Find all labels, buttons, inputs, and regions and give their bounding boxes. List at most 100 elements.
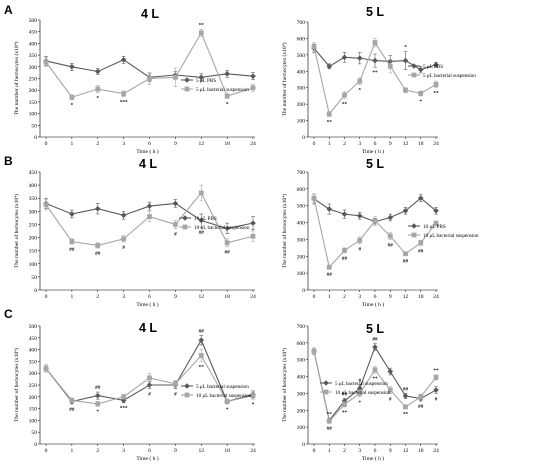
significance-mark: # xyxy=(435,396,438,402)
significance-mark: # xyxy=(174,231,177,237)
series-light xyxy=(311,193,439,270)
x-tick-label: 24 xyxy=(250,141,256,147)
y-tick-label: 200 xyxy=(29,88,38,94)
x-tick-label: 9 xyxy=(389,294,392,300)
x-axis-label: Time ( h ) xyxy=(362,148,384,155)
data-point xyxy=(94,392,101,399)
significance-mark: * xyxy=(96,96,99,102)
data-point xyxy=(69,64,75,70)
legend-swatch-marker xyxy=(411,223,417,229)
y-tick-label: 600 xyxy=(297,36,306,42)
x-tick-label: 18 xyxy=(418,141,424,147)
chart-title: 5 L xyxy=(366,5,384,19)
data-point xyxy=(198,217,205,224)
legend-label: 10 μL bacterial suspension xyxy=(423,233,479,239)
y-tick-label: 350 xyxy=(29,53,38,59)
y-tick-label: 300 xyxy=(29,371,38,377)
data-point xyxy=(94,205,101,212)
x-tick-label: 2 xyxy=(343,448,346,454)
y-tick-label: 400 xyxy=(297,375,306,381)
x-tick-label: 12 xyxy=(198,294,204,300)
y-tick-label: 100 xyxy=(297,271,306,277)
significance-mark: ## xyxy=(403,258,409,264)
x-tick-label: 18 xyxy=(224,294,230,300)
x-tick-label: 6 xyxy=(374,448,377,454)
data-point xyxy=(147,375,152,381)
y-axis-label: The number of hemocytes (x10⁴) xyxy=(281,348,288,422)
legend: 5 μL PBS 5 μL bacterial suspension xyxy=(181,77,249,93)
data-point xyxy=(342,92,347,98)
legend-label: 5 μL bacterial suspension xyxy=(423,73,476,79)
y-axis-label: The number of hemocytes (x10⁴) xyxy=(281,194,288,268)
x-tick-label: 1 xyxy=(70,141,73,147)
data-point xyxy=(94,68,101,75)
x-axis-label: Time ( h ) xyxy=(362,455,384,462)
data-point xyxy=(357,78,363,84)
data-point xyxy=(69,239,75,244)
x-tick-label: 0 xyxy=(313,448,316,454)
data-point xyxy=(224,240,230,246)
data-point xyxy=(418,394,424,400)
significance-mark: ## xyxy=(342,256,348,262)
y-tick-label: 300 xyxy=(297,391,306,397)
y-tick-label: 450 xyxy=(29,170,38,176)
chart-title: 4 L xyxy=(139,321,157,335)
significance-mark: * xyxy=(404,45,407,51)
significance-mark: # xyxy=(389,396,392,402)
x-tick-label: 12 xyxy=(198,141,204,147)
legend-label: 10 μL bacterial suspension xyxy=(335,390,391,396)
data-point xyxy=(250,73,256,79)
significance-mark: ** xyxy=(372,70,378,76)
x-tick-label: 9 xyxy=(174,141,177,147)
data-point xyxy=(403,404,408,410)
legend-swatch-marker xyxy=(411,232,417,238)
data-point xyxy=(372,57,378,64)
data-point xyxy=(69,94,75,100)
data-point xyxy=(342,401,347,407)
legend-label: 5 μL bacterial suspension xyxy=(196,384,249,390)
x-tick-label: 0 xyxy=(45,448,48,454)
legend: 10 μL PBS 10 μL bacterial suspension xyxy=(179,215,250,231)
data-point xyxy=(172,74,178,80)
data-point xyxy=(250,220,256,226)
x-tick-label: 3 xyxy=(358,141,361,147)
x-tick-label: 3 xyxy=(358,294,361,300)
legend: 5 μL bacterial suspension 10 μL bacterial… xyxy=(181,383,252,399)
data-point xyxy=(172,381,178,387)
x-tick-label: 24 xyxy=(250,448,256,454)
data-point xyxy=(311,348,317,354)
data-point xyxy=(417,195,424,201)
x-tick-label: 0 xyxy=(45,141,48,147)
significance-mark: ## xyxy=(418,404,424,410)
y-axis-label: The number of hemocytes (x10⁴) xyxy=(13,194,20,268)
y-tick-label: 250 xyxy=(29,77,38,83)
data-point xyxy=(69,211,75,217)
data-point xyxy=(418,91,424,96)
data-point xyxy=(433,82,439,87)
x-tick-label: 2 xyxy=(343,141,346,147)
significance-mark: * xyxy=(96,409,99,415)
data-point xyxy=(372,218,378,224)
significance-mark: # xyxy=(358,378,361,384)
data-point xyxy=(357,391,363,396)
significance-mark: ** xyxy=(199,22,205,28)
data-point xyxy=(43,366,49,371)
chart-title: 5 L xyxy=(366,322,384,336)
series-light xyxy=(43,349,256,407)
x-axis-label: Time ( h ) xyxy=(136,301,158,308)
significance-mark: ## xyxy=(69,407,75,413)
y-tick-label: 100 xyxy=(297,425,306,431)
x-tick-label: 12 xyxy=(403,294,409,300)
y-tick-label: 200 xyxy=(29,395,38,401)
data-point xyxy=(224,399,230,404)
data-point xyxy=(224,225,230,232)
x-tick-label: 3 xyxy=(122,448,125,454)
data-point xyxy=(121,236,127,242)
significance-mark: ## xyxy=(388,242,394,248)
x-tick-label: 1 xyxy=(328,141,331,147)
y-tick-label: 350 xyxy=(29,196,38,202)
